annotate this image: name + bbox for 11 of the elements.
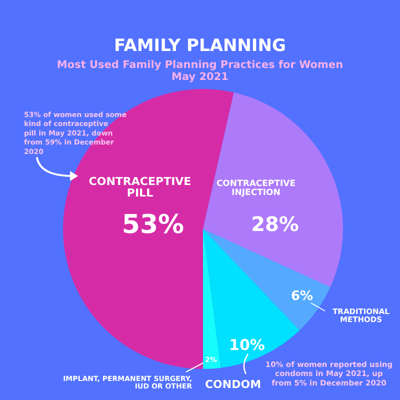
slice-label: CONTRACEPTIVE PILL <box>88 175 192 200</box>
pie-slice <box>203 229 221 369</box>
pie-slice <box>203 92 343 288</box>
slice-label: CONTRACEPTIVE INJECTION <box>216 179 296 198</box>
chart-subtitle: Most Used Family Planning Practices for Women May 2021 <box>56 59 344 83</box>
data-label: 6% <box>290 289 314 304</box>
slice-label: CONDOM <box>204 378 262 391</box>
data-label: 53% <box>122 210 184 240</box>
data-label: 10% <box>229 336 265 354</box>
data-label: 28% <box>251 212 299 236</box>
chart-title: FAMILY PLANNING <box>114 36 286 56</box>
